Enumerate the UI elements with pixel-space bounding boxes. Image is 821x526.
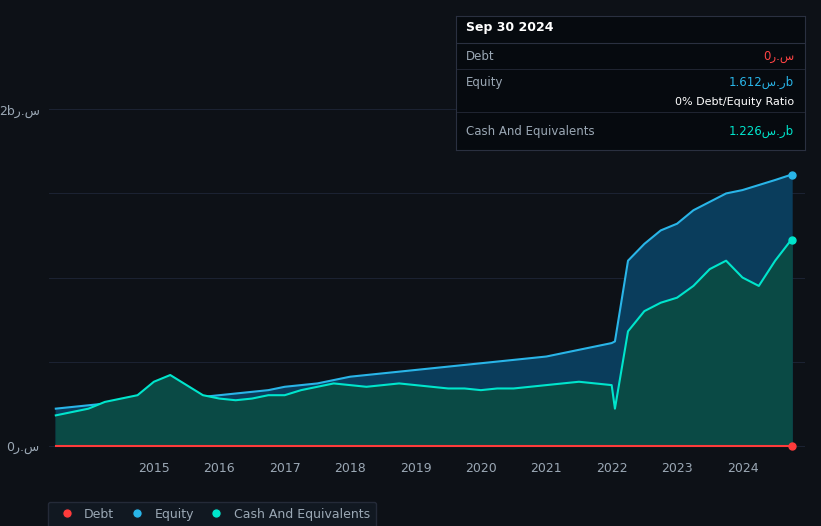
Text: 0% Debt/Equity Ratio: 0% Debt/Equity Ratio [675, 97, 794, 107]
Text: Equity: Equity [466, 76, 503, 89]
Legend: Debt, Equity, Cash And Equivalents: Debt, Equity, Cash And Equivalents [48, 502, 376, 526]
Text: 1.612س.رb: 1.612س.رb [729, 76, 794, 89]
Text: Cash And Equivalents: Cash And Equivalents [466, 125, 594, 138]
Text: 0ر.س: 0ر.س [763, 49, 794, 63]
Text: 1.226س.رb: 1.226س.رb [729, 125, 794, 138]
Text: Debt: Debt [466, 49, 495, 63]
Text: Sep 30 2024: Sep 30 2024 [466, 22, 553, 34]
